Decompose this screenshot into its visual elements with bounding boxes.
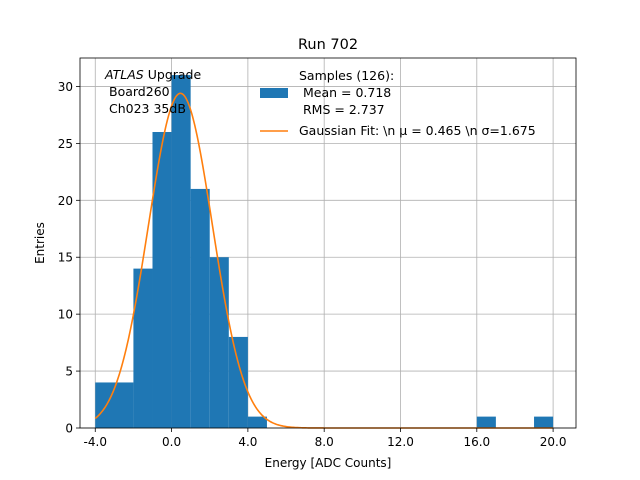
x-tick-label: 4.0	[238, 435, 257, 449]
y-tick-label: 30	[58, 80, 73, 94]
plot-frame	[79, 57, 577, 429]
histogram-bar	[209, 257, 229, 428]
legend-hist-swatch	[260, 88, 288, 98]
histogram-bar	[247, 416, 267, 428]
y-axis-ticks: 0 5 10 15 20 25 30	[58, 80, 80, 436]
histogram-bar	[534, 416, 554, 428]
atlas-label: ATLAS Upgrade	[104, 67, 201, 82]
y-tick-label: 5	[65, 365, 73, 379]
x-axis-ticks: -4.0 0.0 4.0 8.0 12.0 16.0 20.0	[84, 428, 567, 449]
x-tick-label: -4.0	[84, 435, 107, 449]
x-tick-label: 16.0	[463, 435, 490, 449]
histogram-bar	[152, 132, 172, 428]
channel-label: Ch023 35dB	[109, 101, 186, 116]
legend-hist-rms: RMS = 2.737	[303, 102, 385, 117]
histogram-bar	[133, 268, 153, 428]
x-tick-label: 8.0	[315, 435, 334, 449]
y-axis-label: Entries	[33, 222, 47, 264]
histogram-bar	[171, 75, 191, 429]
histogram-bar	[476, 416, 496, 428]
x-axis-label: Energy [ADC Counts]	[265, 456, 392, 470]
y-tick-label: 0	[65, 422, 73, 436]
y-tick-label: 15	[58, 251, 73, 265]
x-tick-label: 0.0	[162, 435, 181, 449]
atlas-annotation: ATLAS Upgrade Board260 Ch023 35dB	[104, 67, 201, 116]
chart-title: Run 702	[298, 37, 358, 53]
y-tick-label: 10	[58, 308, 73, 322]
legend-fit-label: Gaussian Fit: \n μ = 0.465 \n σ=1.675	[299, 123, 536, 138]
legend-hist-title: Samples (126):	[299, 68, 394, 83]
histogram-bar	[228, 336, 248, 428]
legend: Samples (126): Mean = 0.718 RMS = 2.737 …	[260, 68, 536, 138]
legend-hist-mean: Mean = 0.718	[303, 85, 391, 100]
x-tick-label: 20.0	[540, 435, 567, 449]
atlas-italic: ATLAS	[104, 67, 144, 82]
x-tick-label: 12.0	[387, 435, 414, 449]
board-label: Board260	[109, 84, 170, 99]
atlas-upgrade: Upgrade	[148, 67, 202, 82]
y-tick-label: 25	[58, 137, 73, 151]
histogram-bar	[190, 188, 210, 428]
y-tick-label: 20	[58, 194, 73, 208]
